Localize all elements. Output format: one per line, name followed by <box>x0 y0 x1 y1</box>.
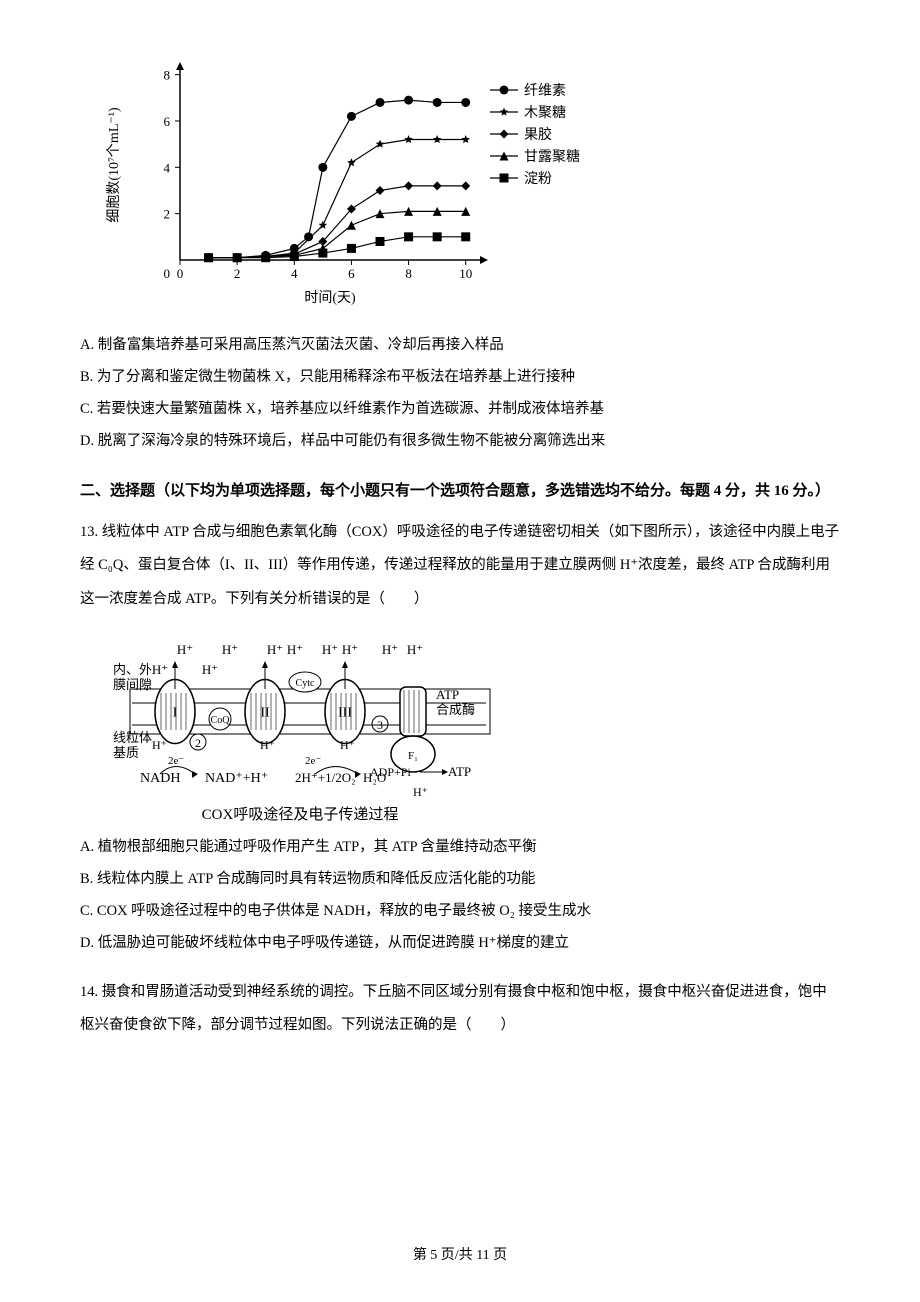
svg-text:H⁺: H⁺ <box>152 738 167 752</box>
svg-text:H⁺: H⁺ <box>260 738 275 752</box>
svg-text:Cytc: Cytc <box>296 678 315 689</box>
svg-text:细胞数(10⁷个mL⁻¹): 细胞数(10⁷个mL⁻¹) <box>106 107 122 223</box>
svg-text:II: II <box>260 706 270 721</box>
svg-text:10: 10 <box>459 266 472 281</box>
svg-text:8: 8 <box>405 266 412 281</box>
q13-options: A. 植物根部细胞只能通过呼吸作用产生 ATP，其 ATP 含量维持动态平衡 B… <box>80 832 840 960</box>
svg-text:ADP+Pi: ADP+Pi <box>370 765 411 779</box>
svg-text:ATP: ATP <box>448 764 471 779</box>
svg-text:H⁺: H⁺ <box>340 738 355 752</box>
svg-text:H⁺: H⁺ <box>267 642 283 657</box>
svg-text:2e⁻: 2e⁻ <box>168 755 184 767</box>
q12-option-a: A. 制备富集培养基可采用高压蒸汽灭菌法灭菌、冷却后再接入样品 <box>80 330 840 362</box>
svg-text:合成酶: 合成酶 <box>436 702 475 717</box>
svg-text:H⁺: H⁺ <box>413 785 428 799</box>
svg-text:H⁺: H⁺ <box>202 662 218 677</box>
svg-text:4: 4 <box>291 266 298 281</box>
svg-text:内、外: 内、外 <box>113 662 152 677</box>
cox-diagram: IIIIIICoQCytcF₁23H⁺H⁺H⁺H⁺H⁺H⁺H⁺H⁺H⁺H⁺内、外… <box>80 624 520 824</box>
svg-text:F₁: F₁ <box>408 750 418 762</box>
svg-text:H⁺: H⁺ <box>287 642 303 657</box>
svg-text:4: 4 <box>164 160 171 175</box>
q13-option-a: A. 植物根部细胞只能通过呼吸作用产生 ATP，其 ATP 含量维持动态平衡 <box>80 832 840 864</box>
svg-text:淀粉: 淀粉 <box>524 171 552 187</box>
svg-text:基质: 基质 <box>113 745 139 760</box>
svg-text:COX呼吸途径及电子传递过程: COX呼吸途径及电子传递过程 <box>202 806 399 823</box>
svg-text:H⁺: H⁺ <box>152 662 168 677</box>
q12-option-c: C. 若要快速大量繁殖菌株 X，培养基应以纤维素作为首选碳源、并制成液体培养基 <box>80 394 840 426</box>
chart-svg: 0 2 4 6 8 10 2 4 6 8 0 时间(天) 细胞数(10⁷个mL⁻¹) 纤维素木聚糖果胶甘露… <box>100 60 600 310</box>
svg-text:2e⁻: 2e⁻ <box>305 755 321 767</box>
svg-text:H⁺: H⁺ <box>342 642 358 657</box>
page-footer: 第 5 页/共 11 页 <box>0 1244 920 1264</box>
svg-text:H⁺: H⁺ <box>382 642 398 657</box>
svg-text:0: 0 <box>177 266 184 281</box>
q13-option-c: C. COX 呼吸途径过程中的电子供体是 NADH，释放的电子最终被 O₂ 接受… <box>80 896 840 928</box>
svg-text:纤维素: 纤维素 <box>524 83 566 99</box>
svg-text:H⁺: H⁺ <box>407 642 423 657</box>
svg-text:CoQ: CoQ <box>211 715 231 726</box>
q13-option-b: B. 线粒体内膜上 ATP 合成酶同时具有转运物质和降低反应活化能的功能 <box>80 864 840 896</box>
svg-text:2: 2 <box>195 736 201 750</box>
svg-text:2H⁺+1/2O₂: 2H⁺+1/2O₂ <box>295 770 356 785</box>
q13-stem: 13. 线粒体中 ATP 合成与细胞色素氧化酶（COX）呼吸途径的电子传递链密切… <box>80 516 840 616</box>
svg-text:NAD⁺+H⁺: NAD⁺+H⁺ <box>205 771 268 786</box>
diagram-svg: IIIIIICoQCytcF₁23H⁺H⁺H⁺H⁺H⁺H⁺H⁺H⁺H⁺H⁺内、外… <box>80 624 520 824</box>
svg-text:ATP: ATP <box>436 687 459 702</box>
q14-stem: 14. 摄食和胃肠道活动受到神经系统的调控。下丘脑不同区域分别有摄食中枢和饱中枢… <box>80 976 840 1043</box>
svg-text:8: 8 <box>164 68 171 83</box>
svg-text:6: 6 <box>164 114 171 129</box>
growth-chart: 0 2 4 6 8 10 2 4 6 8 0 时间(天) 细胞数(10⁷个mL⁻¹) 纤维素木聚糖果胶甘露… <box>100 60 600 310</box>
svg-text:6: 6 <box>348 266 355 281</box>
section-2-header: 二、选择题（以下均为单项选择题，每个小题只有一个选项符合题意，多选错选均不给分。… <box>80 474 840 509</box>
svg-text:膜间隙: 膜间隙 <box>113 677 152 692</box>
svg-text:H⁺: H⁺ <box>177 642 193 657</box>
q12-option-d: D. 脱离了深海冷泉的特殊环境后，样品中可能仍有很多微生物不能被分离筛选出来 <box>80 426 840 458</box>
svg-text:甘露聚糖: 甘露聚糖 <box>524 149 580 165</box>
svg-text:I: I <box>173 706 178 721</box>
svg-text:木聚糖: 木聚糖 <box>524 105 566 121</box>
q13-option-d: D. 低温胁迫可能破坏线粒体中电子呼吸传递链，从而促进跨膜 H⁺梯度的建立 <box>80 928 840 960</box>
svg-text:果胶: 果胶 <box>524 126 552 143</box>
q12-option-b: B. 为了分离和鉴定微生物菌株 X，只能用稀释涂布平板法在培养基上进行接种 <box>80 362 840 394</box>
svg-text:0: 0 <box>164 266 171 281</box>
svg-text:2: 2 <box>234 266 241 281</box>
svg-text:线粒体: 线粒体 <box>113 730 152 745</box>
q12-options: A. 制备富集培养基可采用高压蒸汽灭菌法灭菌、冷却后再接入样品 B. 为了分离和… <box>80 330 840 458</box>
svg-text:H⁺: H⁺ <box>322 642 338 657</box>
svg-text:2: 2 <box>164 207 171 222</box>
svg-text:H⁺: H⁺ <box>222 642 238 657</box>
svg-text:3: 3 <box>377 718 383 732</box>
svg-text:时间(天): 时间(天) <box>304 290 356 306</box>
svg-text:III: III <box>338 706 352 721</box>
